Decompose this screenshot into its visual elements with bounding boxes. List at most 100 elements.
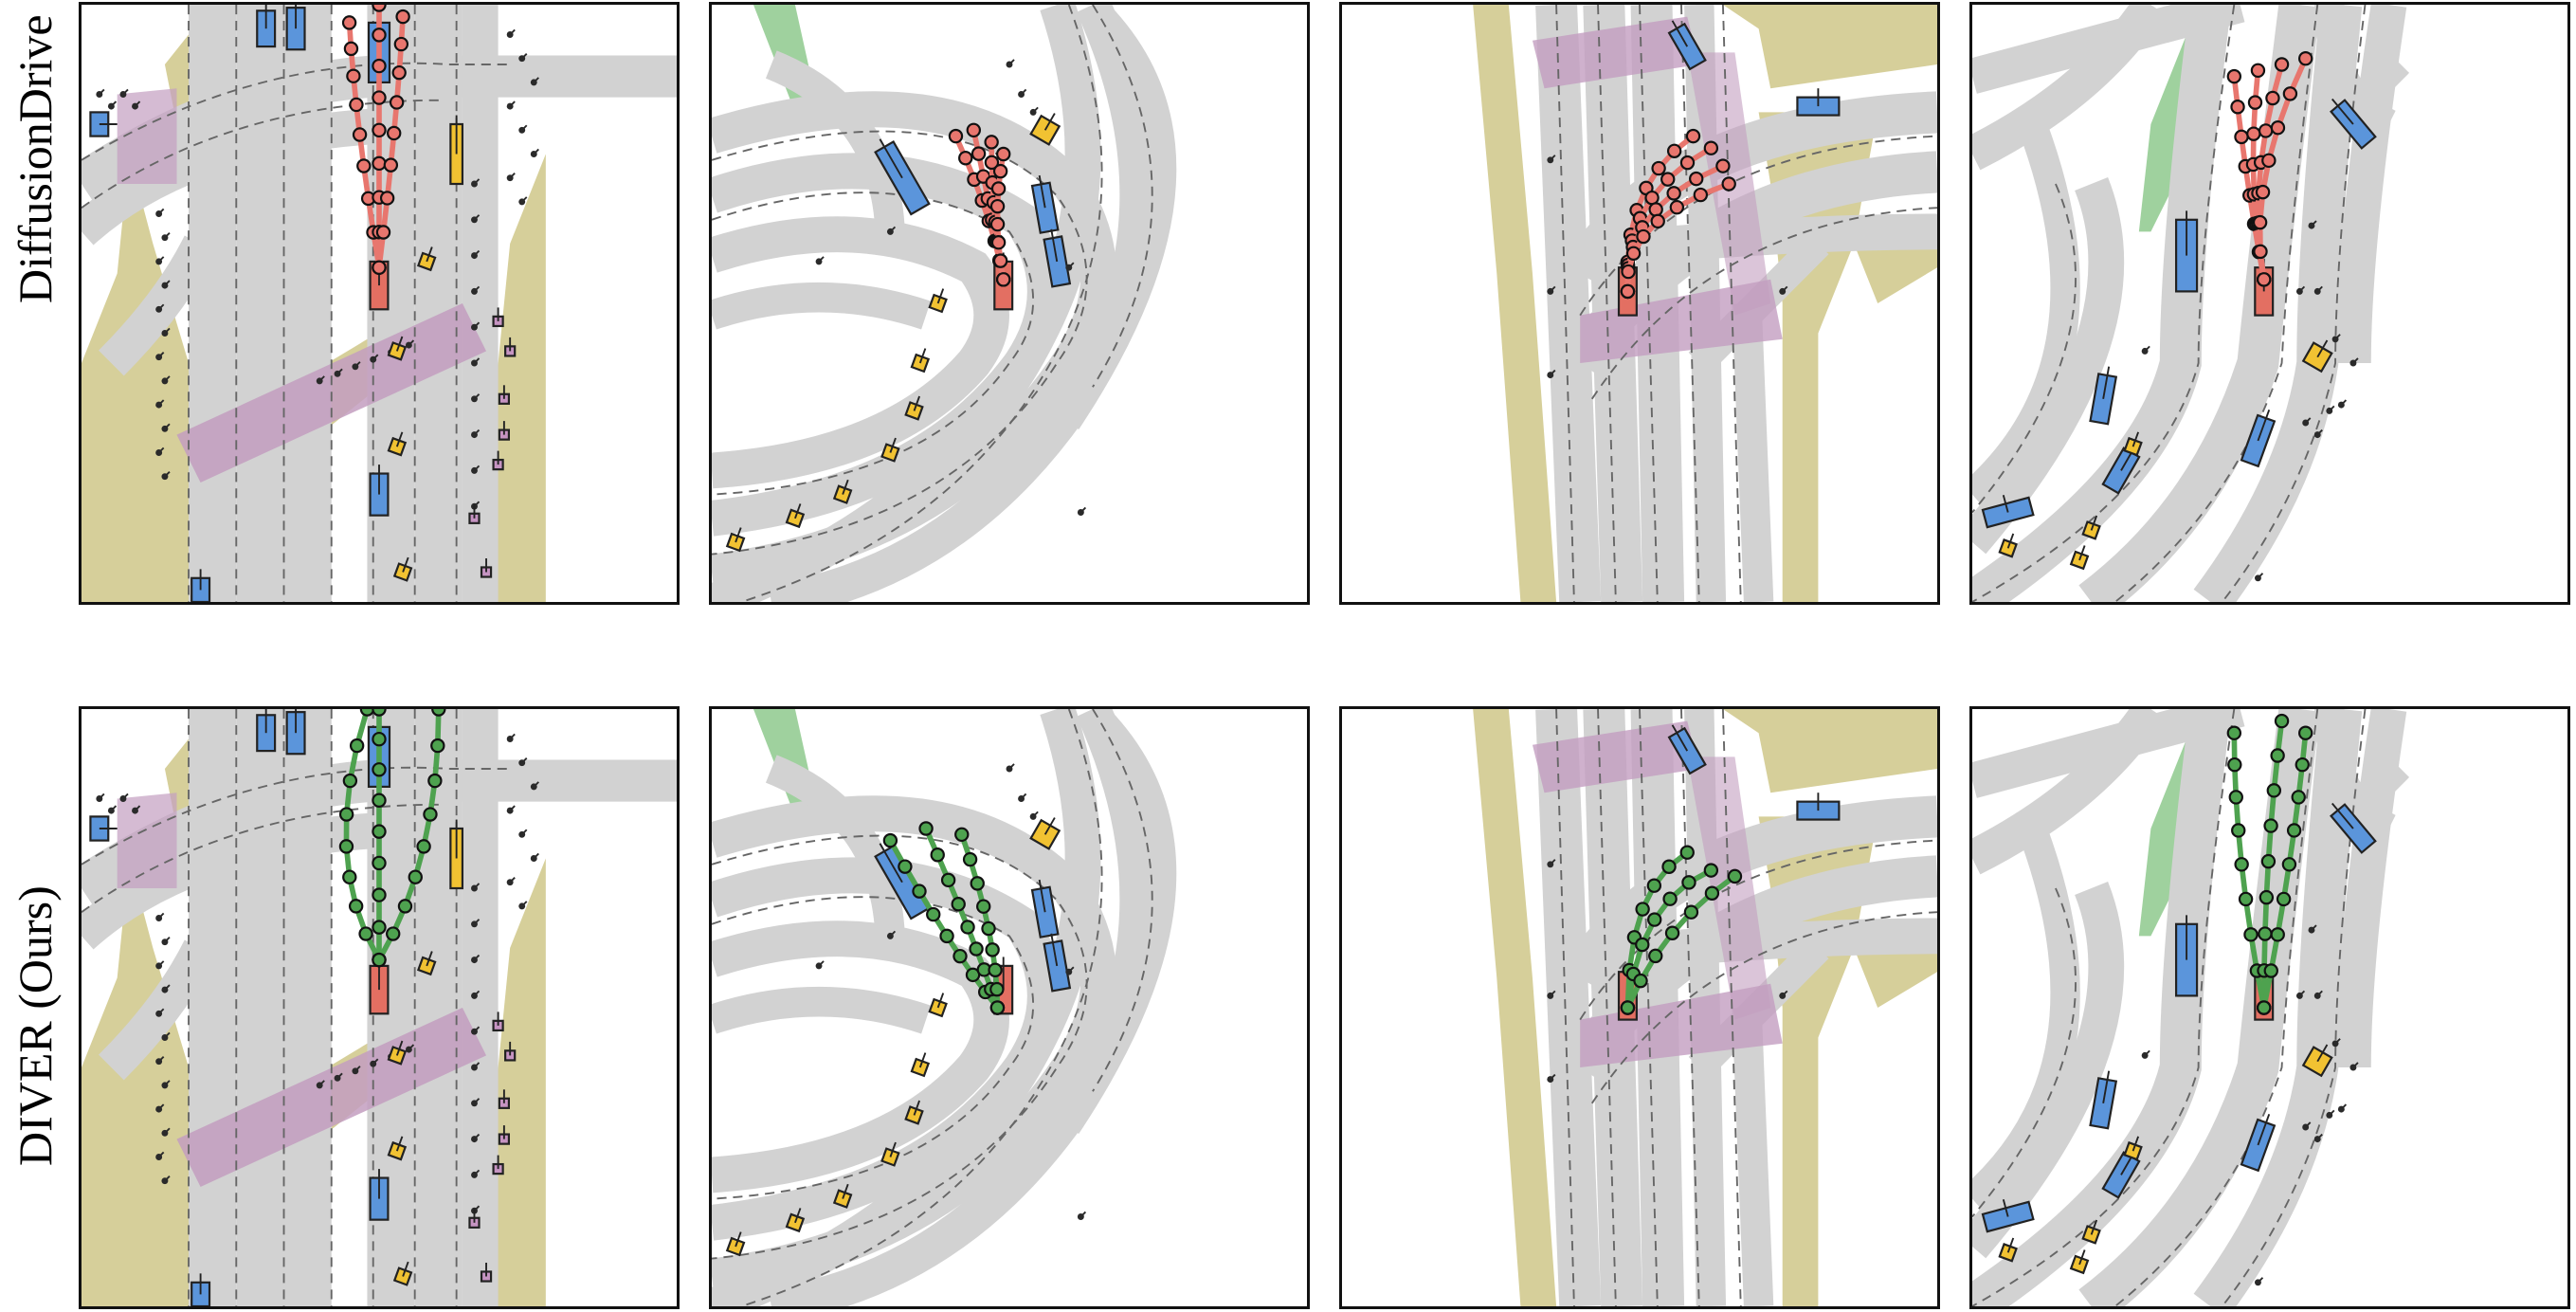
- pedestrian: [1029, 812, 1037, 820]
- pedestrian: [316, 1082, 323, 1089]
- pedestrian: [471, 359, 478, 367]
- trajectory-waypoint: [1703, 863, 1719, 878]
- lane-divider: [712, 896, 1034, 1200]
- pedestrian: [161, 330, 169, 337]
- lane-divider: [1590, 207, 1937, 400]
- trajectory-waypoint: [2246, 126, 2261, 141]
- pedestrian: [471, 431, 478, 439]
- pedestrian: [316, 377, 323, 385]
- trajectory-waypoint: [1625, 246, 1642, 262]
- vehicle: [89, 111, 118, 137]
- pedestrian: [1547, 861, 1554, 868]
- trajectory-waypoint: [431, 709, 446, 717]
- pedestrian: [1547, 156, 1554, 164]
- pedestrian: [155, 258, 163, 265]
- pedestrian: [405, 1046, 412, 1053]
- pedestrian: [161, 377, 169, 385]
- pedestrian: [471, 323, 478, 331]
- trajectory-waypoint: [408, 869, 423, 884]
- trajectory-waypoint: [2234, 857, 2249, 872]
- trajectory-waypoint: [966, 122, 982, 138]
- trajectory-waypoint: [372, 920, 387, 935]
- trajectory-waypoint: [372, 793, 387, 808]
- pedestrian: [518, 126, 526, 134]
- trajectory-waypoint: [372, 58, 387, 74]
- trajectory-waypoint: [958, 151, 973, 166]
- vehicle: [256, 709, 277, 753]
- barrier: [1998, 1237, 2018, 1263]
- trajectory-waypoint: [1669, 199, 1685, 215]
- trajectory-waypoint: [358, 926, 373, 941]
- pedestrian: [2331, 1040, 2339, 1048]
- road-segment: [765, 755, 906, 949]
- trajectory-waypoint: [1689, 171, 1704, 187]
- pedestrian: [1018, 91, 1025, 98]
- crosswalk: [1532, 16, 1699, 89]
- trajectory-waypoint: [1664, 925, 1680, 940]
- lane-divider: [1639, 709, 1659, 1306]
- lane-divider: [1092, 5, 1153, 388]
- pedestrian: [471, 287, 478, 295]
- lane-divider: [1597, 5, 1617, 602]
- vehicle: [1030, 879, 1060, 938]
- sidewalk: [1473, 5, 1557, 602]
- trajectory-waypoint: [2257, 272, 2272, 287]
- trajectory-waypoint: [1650, 213, 1665, 229]
- trajectory-waypoint: [372, 5, 387, 12]
- barrier: [449, 819, 464, 890]
- trajectory-waypoint: [2259, 889, 2275, 905]
- trajectory-waypoint: [1651, 160, 1666, 176]
- vehicle: [1981, 494, 2035, 529]
- trajectory-waypoint: [372, 155, 387, 172]
- barrier: [832, 479, 853, 504]
- trajectory-waypoint: [2274, 57, 2290, 72]
- trajectory-waypoint: [1648, 202, 1663, 217]
- trajectory-waypoint: [926, 906, 941, 922]
- road-segment: [1972, 176, 2125, 555]
- lane-divider: [82, 803, 439, 913]
- vehicle: [2240, 410, 2277, 468]
- pedestrian: [506, 174, 514, 182]
- trajectory-waypoint: [2228, 790, 2243, 805]
- trajectory-waypoint: [423, 807, 438, 822]
- trajectory-waypoint: [2258, 123, 2274, 138]
- trajectory-waypoint: [2257, 1000, 2272, 1015]
- pedestrian: [2326, 1111, 2333, 1119]
- pedestrian: [161, 1034, 169, 1041]
- trajectory-waypoint: [2247, 95, 2263, 110]
- pedestrian: [161, 282, 169, 289]
- trajectory-waypoint: [984, 155, 1000, 171]
- trajectory-waypoint: [990, 181, 1007, 196]
- pedestrian: [1779, 992, 1787, 999]
- barrier: [449, 115, 464, 186]
- pedestrian: [530, 855, 537, 862]
- map-scene-4: [1972, 5, 2410, 602]
- pedestrian: [2254, 1279, 2261, 1286]
- trajectory-waypoint: [2263, 818, 2278, 833]
- trajectory-waypoint: [989, 981, 1005, 997]
- barrier: [832, 1183, 853, 1209]
- road-segment: [1972, 823, 2080, 1211]
- road-segment: [712, 709, 1101, 1306]
- barrier: [416, 951, 437, 976]
- pedestrian: [471, 1100, 478, 1107]
- road-segment: [1972, 118, 2080, 506]
- road-segment: [1972, 709, 2167, 875]
- trajectory-waypoint: [1721, 176, 1736, 191]
- sidewalk: [1473, 709, 1557, 1306]
- trajectory-waypoint: [389, 95, 405, 110]
- trajectory-waypoint: [988, 962, 1003, 977]
- pedestrian: [1077, 509, 1084, 516]
- vehicle: [2089, 1070, 2118, 1130]
- trajectory-waypoint: [2281, 857, 2297, 872]
- trajectory-waypoint: [960, 920, 975, 935]
- pedestrian: [471, 1171, 478, 1178]
- barrier: [1029, 113, 1061, 146]
- trajectory-waypoint: [898, 859, 913, 874]
- pedestrian: [471, 252, 478, 260]
- trajectory-waypoint: [912, 884, 927, 899]
- trajectory-waypoint: [346, 68, 361, 83]
- trajectory-waypoint: [372, 762, 387, 777]
- pedestrian: [1547, 1076, 1554, 1084]
- vehicle: [285, 709, 306, 756]
